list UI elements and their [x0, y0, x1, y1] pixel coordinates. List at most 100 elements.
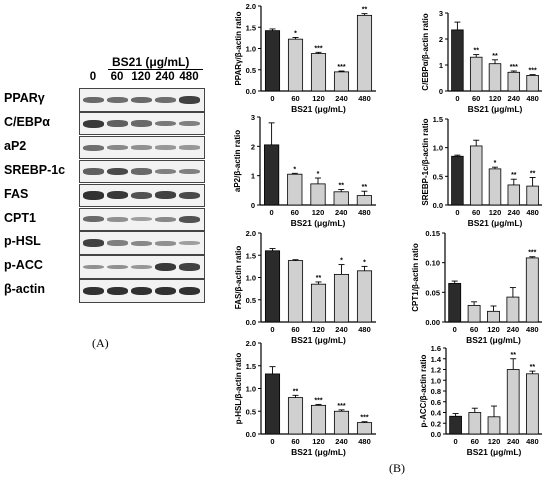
blot-strip: [79, 159, 205, 184]
x-tick-label: 120: [489, 208, 502, 217]
blot-band: [83, 144, 104, 151]
significance-marker: ***: [314, 397, 322, 404]
y-tick-label: 0.0: [246, 318, 256, 327]
significance-marker: ***: [510, 64, 518, 71]
blot-band: [131, 191, 152, 199]
bar: [356, 14, 373, 92]
significance-marker: ***: [337, 64, 345, 71]
x-tick-label: 120: [488, 437, 501, 446]
blot-band: [155, 120, 176, 127]
bar: [469, 145, 483, 206]
x-tick-label: 240: [507, 437, 520, 446]
y-axis-label: p-HSL/β-actin ratio: [234, 353, 243, 425]
y-tick-label: 0.5: [246, 66, 256, 75]
y-axis-label: aP2/β-actin ratio: [233, 130, 242, 192]
x-axis-label: BS21 (μg/mL): [468, 218, 523, 228]
blot-band: [131, 264, 152, 270]
blot-band: [107, 96, 128, 103]
x-axis-label: BS21 (μg/mL): [291, 104, 346, 114]
bar: [333, 273, 350, 323]
y-tick-label: 2.0: [246, 2, 256, 11]
blot-band: [83, 264, 104, 270]
significance-marker: ***: [337, 403, 345, 410]
y-axis-label: p-ACC/β-actin ratio: [419, 354, 428, 427]
x-axis-label: BS21 (μg/mL): [291, 335, 346, 345]
significance-marker: **: [293, 388, 299, 395]
panel-b-caption: (B): [389, 461, 405, 475]
bar: [356, 195, 372, 206]
bar: [264, 373, 281, 435]
blot-band: [179, 168, 200, 175]
blot-band: [179, 215, 200, 223]
significance-marker: **: [316, 275, 322, 282]
bar: [506, 296, 520, 323]
x-tick-label: 60: [472, 94, 480, 103]
x-tick-label: 0: [270, 94, 274, 103]
y-tick-label: 1.5: [246, 251, 256, 260]
blot-band: [107, 286, 128, 296]
blot-band: [179, 95, 200, 104]
y-tick-label: 1.0: [246, 45, 256, 54]
blot-band: [155, 191, 176, 200]
blot-protein-label: aP2: [4, 138, 27, 153]
bar: [526, 75, 539, 92]
blot-band: [155, 96, 176, 103]
significance-marker: **: [511, 172, 517, 179]
bar: [356, 422, 373, 435]
significance-marker: *: [294, 30, 297, 37]
blot-strip: [79, 231, 205, 255]
x-tick-label: 60: [291, 325, 299, 334]
blot-band: [155, 145, 176, 150]
significance-marker: **: [338, 182, 344, 189]
lane-label: 0: [89, 71, 97, 83]
y-tick-label: 0.0: [433, 201, 443, 210]
x-tick-label: 120: [312, 94, 325, 103]
bar: [287, 173, 303, 206]
blot-band: [107, 264, 128, 270]
blot-strip: [79, 88, 205, 112]
y-tick-label: 0: [439, 87, 443, 96]
significance-marker: **: [530, 170, 536, 177]
y-tick-label: 1.0: [246, 274, 256, 283]
x-tick-label: 240: [507, 325, 520, 334]
blot-band: [83, 96, 104, 103]
x-tick-label: 0: [270, 325, 274, 334]
bar: [526, 185, 539, 206]
blot-protein-label: FAS: [4, 186, 29, 201]
y-tick-label: 0.00: [425, 318, 440, 327]
x-tick-label: 60: [471, 437, 479, 446]
bar: [448, 283, 462, 323]
y-tick-label: 1: [439, 61, 443, 70]
y-tick-label: 0.5: [433, 172, 443, 181]
lane-label: 480: [179, 71, 199, 83]
bar: [451, 155, 464, 206]
blot-band: [179, 241, 200, 246]
bar: [310, 404, 327, 435]
significance-marker: *: [317, 171, 320, 178]
y-tick-label: 1.0: [433, 144, 443, 153]
y-axis-label: FAS/β-actin ratio: [234, 246, 243, 310]
blot-band: [131, 240, 152, 246]
bar: [488, 168, 502, 206]
blot-band: [155, 168, 176, 175]
bar: [451, 29, 464, 92]
y-tick-label: 1.5: [246, 362, 256, 371]
x-tick-label: 480: [526, 208, 539, 217]
x-tick-label: 120: [312, 208, 325, 217]
blot-band: [131, 145, 152, 150]
x-tick-label: 60: [470, 325, 478, 334]
blot-band: [131, 96, 152, 103]
blot-band: [131, 286, 152, 296]
blot-strip: [79, 255, 205, 279]
lane-label: 60: [110, 71, 124, 83]
lane-label: 240: [155, 71, 175, 83]
y-tick-label: 1.0: [431, 376, 441, 385]
treatment-label: BS21 (μg/mL): [112, 55, 190, 69]
y-tick-label: 0.4: [431, 409, 442, 418]
y-axis-label: PPARγ/β-actin ratio: [234, 11, 243, 85]
y-tick-label: 1.0: [246, 385, 256, 394]
x-tick-label: 480: [526, 94, 539, 103]
x-tick-label: 120: [487, 325, 500, 334]
x-tick-label: 480: [526, 437, 539, 446]
